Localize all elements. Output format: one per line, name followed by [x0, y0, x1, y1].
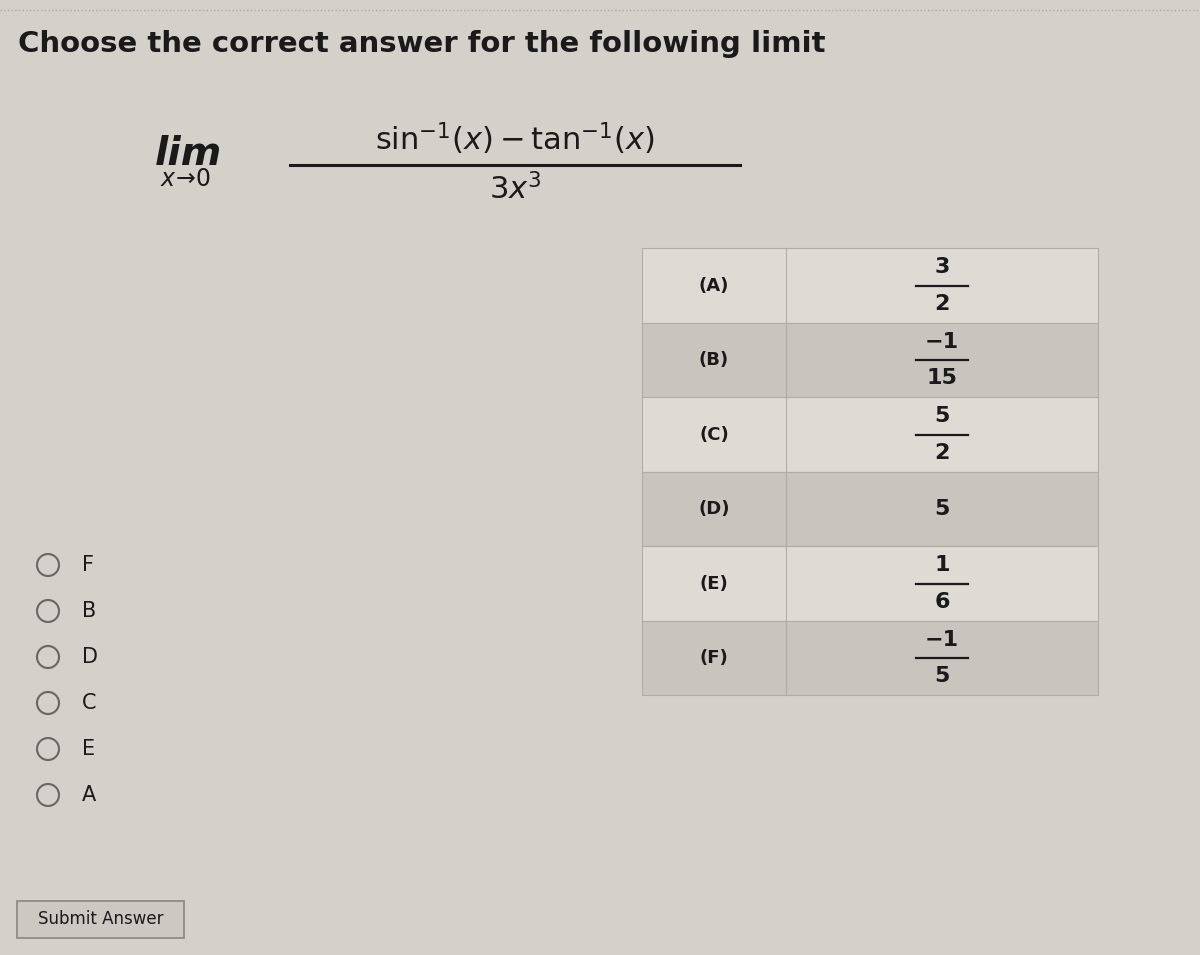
Text: (B): (B) — [698, 351, 730, 369]
Text: $\mathrm{sin^{-1}}(x) - \mathrm{tan^{-1}}(x)$: $\mathrm{sin^{-1}}(x) - \mathrm{tan^{-1}… — [376, 120, 655, 157]
Text: 2: 2 — [935, 294, 949, 314]
Text: −1: −1 — [925, 331, 959, 351]
Text: (E): (E) — [700, 575, 728, 592]
Text: (A): (A) — [698, 277, 730, 294]
Bar — [642, 621, 1098, 695]
Text: 15: 15 — [926, 369, 958, 389]
Bar — [642, 546, 1098, 621]
Text: A: A — [82, 785, 96, 805]
Text: 5: 5 — [935, 667, 949, 687]
Text: (D): (D) — [698, 500, 730, 518]
Text: Submit Answer: Submit Answer — [37, 910, 163, 928]
Text: 1: 1 — [935, 555, 949, 575]
Text: D: D — [82, 647, 98, 667]
Bar — [642, 397, 1098, 472]
Text: lim: lim — [155, 135, 222, 173]
Text: (F): (F) — [700, 649, 728, 667]
Text: C: C — [82, 693, 96, 713]
Text: (C): (C) — [700, 426, 728, 443]
Bar — [642, 472, 1098, 546]
Text: 5: 5 — [935, 406, 949, 426]
Text: 5: 5 — [935, 499, 949, 519]
Text: $3x^3$: $3x^3$ — [488, 173, 541, 205]
Text: 3: 3 — [935, 257, 949, 277]
Text: −1: −1 — [925, 629, 959, 649]
Text: 6: 6 — [935, 592, 949, 612]
Text: Choose the correct answer for the following limit: Choose the correct answer for the follow… — [18, 30, 826, 58]
Text: B: B — [82, 601, 96, 621]
Text: E: E — [82, 739, 95, 759]
FancyBboxPatch shape — [17, 901, 184, 938]
Text: $x\!\rightarrow\!0$: $x\!\rightarrow\!0$ — [160, 167, 211, 191]
Bar — [642, 248, 1098, 323]
Text: 2: 2 — [935, 443, 949, 463]
Bar — [642, 323, 1098, 397]
Text: F: F — [82, 555, 94, 575]
